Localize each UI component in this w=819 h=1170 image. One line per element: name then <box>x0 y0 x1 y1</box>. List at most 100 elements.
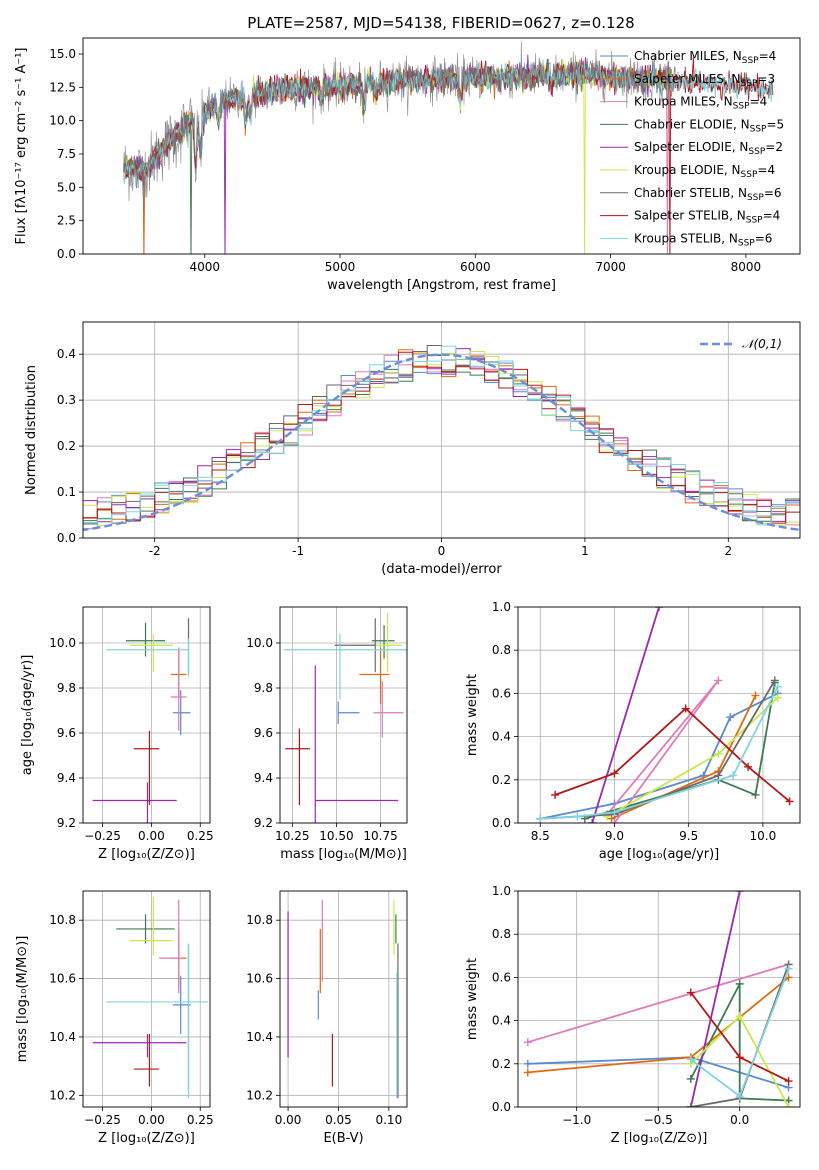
plot-area <box>287 899 399 1099</box>
y-tick-label: 10.8 <box>49 913 76 927</box>
weight-line <box>606 679 720 823</box>
x-tick-label: −0.5 <box>644 1113 673 1127</box>
x-tick-label: 10.0 <box>750 829 777 843</box>
errorbar-kroupa-elodie <box>375 613 402 673</box>
x-tick-label: −0.25 <box>84 829 121 843</box>
weight-marker <box>751 790 760 799</box>
axes-frame <box>279 606 408 824</box>
legend-count: =4 <box>759 49 777 63</box>
weight-marker <box>785 797 794 806</box>
y-tick-label: 0.0 <box>492 816 511 830</box>
weights-salpeter-stelib <box>686 988 793 1086</box>
x-axis-label: Z [log₁₀(Z/Z⊙)] <box>98 1131 195 1146</box>
weight-line <box>689 891 741 1107</box>
errorbar-kroupa-elodie <box>129 634 173 673</box>
plot-area <box>92 618 191 823</box>
x-axis-label: mass [log₁₀(M/M⊙)] <box>280 847 407 862</box>
legend-count: =6 <box>764 186 782 200</box>
y-tick-label: 10.8 <box>246 913 273 927</box>
y-tick-label: 12.5 <box>49 80 76 94</box>
weight-marker <box>773 682 782 691</box>
y-tick-label: 0.2 <box>492 1057 511 1071</box>
errorbar-kroupa-stelib <box>106 943 209 1099</box>
errorbar-salpeter-elodie <box>92 782 177 823</box>
axes-weights_vs_age: 8.5 9.0 9.5 10.0 0.0 0.2 0.4 0.6 0.8 1.0 age [log₁… <box>465 600 801 862</box>
y-tick-label: 9.2 <box>57 816 76 830</box>
y-tick-label: 0.2 <box>492 773 511 787</box>
axes-frame <box>517 890 801 1108</box>
y-axis-label: mass weight <box>465 958 480 1040</box>
legend-label: Salpeter STELIB, NSSP=4 <box>634 209 780 226</box>
errorbar-chabrier-elodie <box>116 914 175 944</box>
plot-area <box>523 891 793 1107</box>
x-tick-label: 9.0 <box>605 829 624 843</box>
weight-marker <box>551 790 560 799</box>
axes-age_vs_mass: 10.25 10.50 10.75 9.2 9.4 9.6 9.8 10.0 mass [log… <box>246 606 408 862</box>
legend-label: 𝒩(0,1) <box>742 337 782 351</box>
errorbar-kroupa-miles <box>373 681 404 738</box>
weight-line <box>584 682 776 820</box>
y-tick-label: 0.0 <box>57 531 76 545</box>
legend-subscript: SSP <box>741 79 758 89</box>
x-tick-label: 0.10 <box>375 1113 402 1127</box>
y-tick-label: 0.4 <box>57 347 76 361</box>
axes-frame <box>517 606 801 824</box>
y-tick-label: 0.4 <box>492 1014 511 1028</box>
y-tick-label: 9.6 <box>254 726 273 740</box>
y-tick-label: 0.8 <box>492 927 511 941</box>
y-tick-label: 10.4 <box>49 1030 76 1044</box>
y-tick-label: 9.8 <box>57 681 76 695</box>
x-tick-label: 10.25 <box>275 829 309 843</box>
plot-area <box>83 344 800 532</box>
legend-subscript: SSP <box>750 124 767 134</box>
gaussian-curve <box>83 353 800 532</box>
legend-count: =4 <box>750 95 768 109</box>
errorbar-kroupa-miles <box>159 899 183 994</box>
legend-label: Kroupa STELIB, NSSP=6 <box>634 231 772 248</box>
y-tick-label: 0.6 <box>492 970 511 984</box>
errorbar-chabrier-miles <box>172 975 191 1035</box>
x-tick-label: 0.25 <box>187 1113 214 1127</box>
weight-marker <box>523 1038 532 1047</box>
y-tick-label: 9.2 <box>254 816 273 830</box>
legend-subscript: SSP <box>747 193 764 203</box>
weight-marker <box>735 1053 744 1062</box>
weights-chabrier-miles <box>536 689 782 823</box>
weight-line <box>591 607 660 823</box>
legend-count: =4 <box>763 209 781 223</box>
x-axis-label: (data-model)/error <box>381 562 502 577</box>
errorbar-salpeter-stelib <box>285 728 310 805</box>
weight-marker <box>773 693 782 702</box>
figure-title: PLATE=2587, MJD=54138, FIBERID=0627, z=0… <box>247 14 634 32</box>
errorbar-kroupa-stelib <box>106 638 190 677</box>
weight-marker <box>784 1077 793 1086</box>
axes-weights_vs_Z: −1.0 −0.5 0.0 0.0 0.2 0.4 0.6 0.8 1.0 Z [log₁₀(Z/… <box>465 884 801 1146</box>
y-tick-label: 0.3 <box>57 393 76 407</box>
y-tick-label: 9.6 <box>57 726 76 740</box>
weight-marker <box>686 988 695 997</box>
x-axis-label: wavelength [Angstrom, rest frame] <box>327 278 556 293</box>
errorbar-salpeter-elodie <box>314 665 399 823</box>
legend-count: =4 <box>757 163 775 177</box>
weight-marker <box>681 704 690 713</box>
y-axis-label: age [log₁₀(age/yr)] <box>20 655 35 776</box>
legend-count: =5 <box>766 117 784 131</box>
weight-marker <box>655 607 663 611</box>
y-tick-label: 9.8 <box>254 681 273 695</box>
y-tick-label: 10.0 <box>246 636 273 650</box>
y-tick-label: 0.0 <box>492 1100 511 1114</box>
axes-frame <box>82 37 801 255</box>
axes-frame <box>82 606 211 824</box>
y-tick-label: 2.5 <box>57 214 76 228</box>
plot-area <box>123 41 774 254</box>
axes-mass_vs_Z: −0.25 0.00 0.25 10.2 10.4 10.6 10.8 Z [log₁₀(Z/… <box>15 890 214 1146</box>
legend-subscript: SSP <box>746 216 763 226</box>
legend-subscript: SSP <box>733 102 750 112</box>
weights-chabrier-stelib <box>536 676 779 823</box>
weight-marker <box>686 1074 695 1083</box>
errorbar-chabrier-miles <box>337 701 360 724</box>
y-tick-label: 5.0 <box>57 180 76 194</box>
plot-area <box>536 607 794 823</box>
y-tick-label: 0.4 <box>492 730 511 744</box>
legend-label: Kroupa ELODIE, NSSP=4 <box>634 163 775 180</box>
